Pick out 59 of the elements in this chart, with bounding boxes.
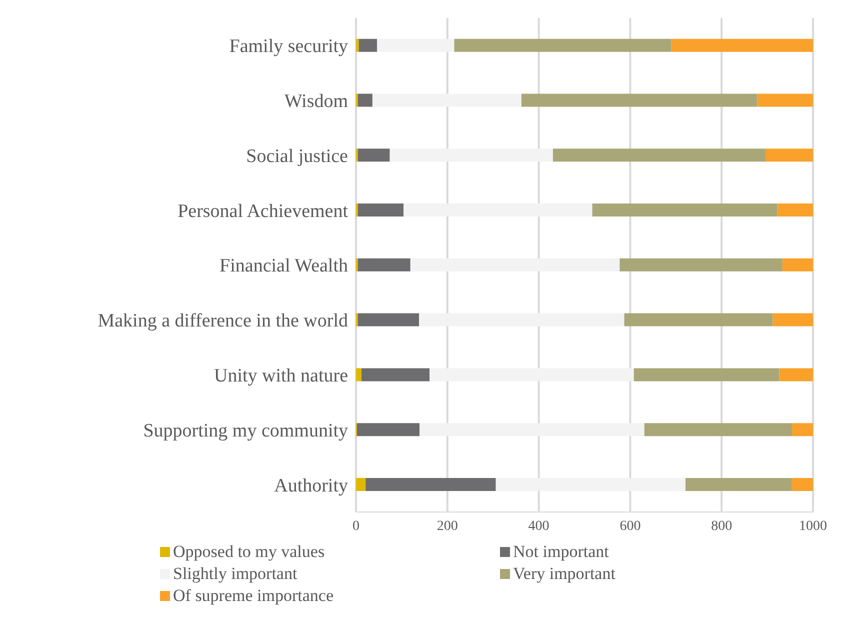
- bar: [685, 478, 792, 491]
- bar: [366, 478, 496, 491]
- legend-label: Opposed to my values: [173, 542, 325, 562]
- bar: [496, 478, 686, 491]
- bar: [372, 94, 522, 107]
- bar: [358, 204, 404, 217]
- legend-label: Slightly important: [173, 564, 298, 584]
- bar: [358, 38, 378, 52]
- x-tick-label: 600: [620, 518, 641, 534]
- legend-label: Of supreme importance: [173, 586, 334, 606]
- y-tick-label: Wisdom: [284, 91, 348, 112]
- bar: [792, 423, 813, 436]
- bar: [782, 258, 813, 272]
- y-tick-label: Authority: [274, 475, 348, 496]
- bar: [356, 423, 420, 436]
- bar: [356, 478, 366, 491]
- y-tick-label: Financial Wealth: [220, 256, 348, 277]
- bar: [592, 204, 778, 217]
- bar: [634, 368, 780, 382]
- bar: [624, 313, 773, 326]
- x-tick-label: 0: [352, 518, 360, 534]
- bar: [521, 94, 758, 107]
- x-tick-label: 400: [528, 518, 550, 534]
- legend-label: Very important: [513, 564, 616, 584]
- bar: [644, 423, 792, 436]
- bar: [777, 204, 813, 217]
- bar: [358, 148, 390, 162]
- bar: [419, 313, 624, 326]
- bar: [420, 423, 644, 436]
- bar: [671, 38, 813, 52]
- bar: [356, 368, 362, 382]
- bar: [757, 94, 813, 107]
- y-tick-label: Family security: [229, 36, 348, 58]
- y-tick-label: Personal Achievement: [178, 200, 349, 222]
- x-tick-label: 1000: [799, 518, 827, 534]
- bar: [430, 368, 634, 382]
- bar: [358, 313, 420, 326]
- bar: [404, 204, 592, 217]
- y-tick-label: Making a difference in the world: [98, 310, 348, 332]
- bar: [454, 38, 672, 52]
- bar: [361, 368, 430, 382]
- bar: [390, 148, 553, 162]
- bar: [358, 94, 372, 107]
- y-tick-label: Unity with nature: [214, 366, 348, 387]
- bar: [779, 368, 813, 382]
- x-tick-label: 800: [711, 518, 732, 534]
- bar: [410, 258, 620, 272]
- x-tick-label: 200: [436, 518, 458, 534]
- bar: [377, 38, 454, 52]
- bar: [765, 148, 813, 162]
- bar: [358, 258, 410, 272]
- y-tick-label: Social justice: [246, 146, 348, 167]
- bar: [792, 478, 813, 491]
- legend-label: Not important: [513, 542, 609, 562]
- y-tick-label: Supporting my community: [143, 420, 348, 442]
- bar: [772, 313, 813, 326]
- bar: [620, 258, 782, 272]
- bar: [356, 38, 359, 52]
- bar: [552, 148, 766, 162]
